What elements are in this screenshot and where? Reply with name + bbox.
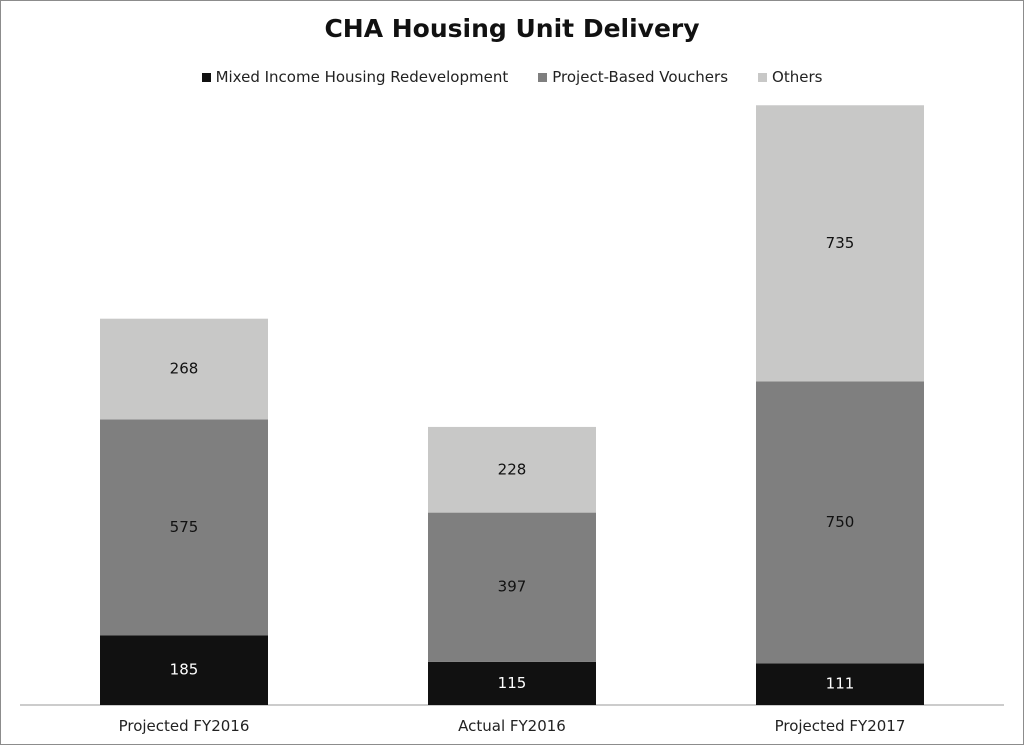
category-label-projected-fy2017: Projected FY2017: [775, 717, 906, 735]
legend: Mixed Income Housing Redevelopment Proje…: [0, 68, 1024, 86]
bar-segment-project-based-vouchers-projected-fy2017: [756, 381, 924, 664]
bar-segment-project-based-vouchers-actual-fy2016: [428, 512, 596, 662]
legend-swatch-project-based: [538, 72, 548, 82]
bar-segment-mixed-income-housing-redevelopment-projected-fy2016: [100, 635, 268, 705]
data-label-others-projected-fy2016: 268: [170, 360, 199, 378]
data-label-others-projected-fy2017: 735: [826, 234, 855, 252]
legend-item-project-based: Project-Based Vouchers: [538, 68, 728, 86]
data-label-project-based-vouchers-actual-fy2016: 397: [498, 578, 527, 596]
chart-title: CHA Housing Unit Delivery: [324, 14, 700, 43]
bar-segment-project-based-vouchers-projected-fy2016: [100, 419, 268, 636]
category-label-actual-fy2016: Actual FY2016: [458, 717, 566, 735]
legend-item-mixed-income: Mixed Income Housing Redevelopment: [201, 68, 509, 86]
bar-segment-others-projected-fy2016: [100, 318, 268, 420]
data-label-project-based-vouchers-projected-fy2017: 750: [826, 513, 855, 531]
data-label-mixed-income-housing-redevelopment-actual-fy2016: 115: [498, 674, 527, 692]
data-label-project-based-vouchers-projected-fy2016: 575: [170, 518, 199, 536]
legend-swatch-others: [758, 72, 768, 82]
bar-segment-others-actual-fy2016: [428, 426, 596, 513]
legend-label-mixed-income: Mixed Income Housing Redevelopment: [215, 68, 509, 86]
data-label-mixed-income-housing-redevelopment-projected-fy2016: 185: [170, 661, 199, 679]
legend-item-others: Others: [758, 68, 822, 86]
bar-segment-mixed-income-housing-redevelopment-projected-fy2017: [756, 663, 924, 705]
legend-label-others: Others: [772, 68, 823, 86]
legend-swatch-mixed-income: [201, 72, 211, 82]
category-label-projected-fy2016: Projected FY2016: [119, 717, 250, 735]
data-label-others-actual-fy2016: 228: [498, 460, 527, 478]
legend-label-project-based: Project-Based Vouchers: [552, 68, 729, 86]
bar-segment-others-projected-fy2017: [756, 105, 924, 382]
data-label-mixed-income-housing-redevelopment-projected-fy2017: 111: [826, 675, 855, 693]
bar-segment-mixed-income-housing-redevelopment-actual-fy2016: [428, 661, 596, 705]
